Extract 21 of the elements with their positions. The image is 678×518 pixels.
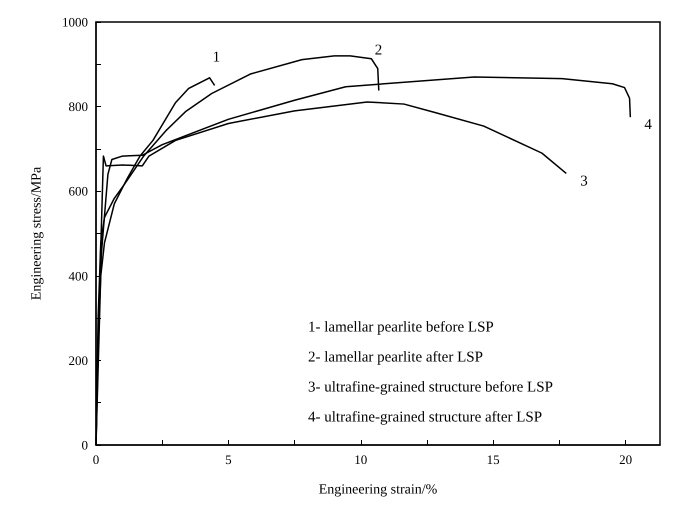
series-label: 4 bbox=[644, 117, 652, 134]
y-tick-label: 600 bbox=[68, 184, 88, 199]
annotation: 3- ultrafine-grained structure before LSP bbox=[308, 380, 553, 396]
y-tick-label: 800 bbox=[68, 99, 88, 114]
y-tick-label: 1000 bbox=[62, 14, 88, 30]
y-tick-label: 200 bbox=[68, 352, 88, 368]
x-tick-label: 5 bbox=[225, 452, 232, 467]
x-tick-label: 15 bbox=[486, 452, 500, 467]
y-axis-title: Engineering stress/MPa bbox=[30, 166, 44, 300]
series-label: 2 bbox=[374, 42, 382, 59]
series-label: 3 bbox=[580, 173, 588, 190]
annotation: 1- lamellar pearlite before LSP bbox=[308, 320, 494, 336]
x-tick-label: 0 bbox=[92, 452, 100, 467]
y-tick-label: 400 bbox=[68, 268, 88, 284]
annotation: 2- lamellar pearlite after LSP bbox=[308, 350, 483, 366]
x-tick-label: 10 bbox=[354, 452, 368, 467]
annotation: 4- ultrafine-grained structure after LSP bbox=[308, 410, 542, 426]
x-tick-label: 20 bbox=[619, 452, 632, 467]
series-label: 1 bbox=[212, 49, 220, 66]
y-tick-label: 0 bbox=[82, 438, 88, 452]
x-axis-title: Engineering strain/% bbox=[318, 482, 438, 498]
